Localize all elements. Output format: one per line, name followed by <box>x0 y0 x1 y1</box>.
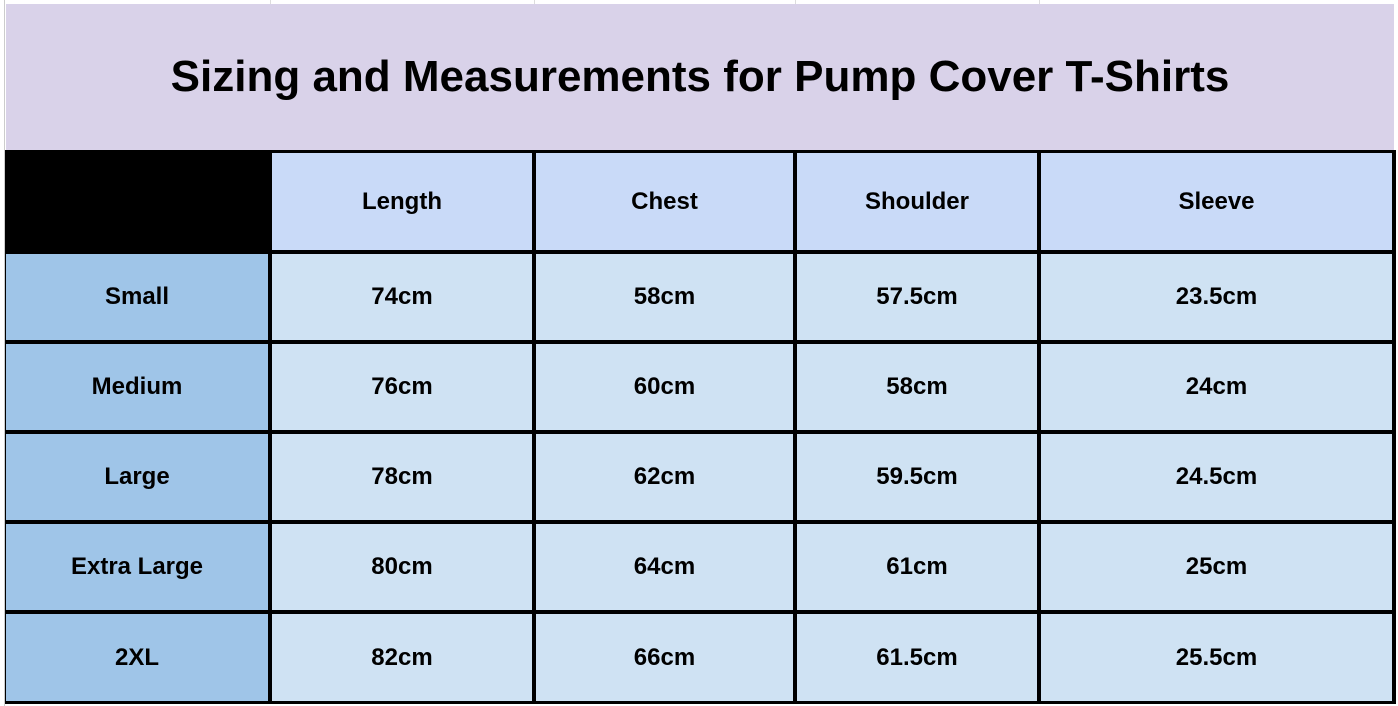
cell: 82cm <box>272 614 532 701</box>
column-header: Sleeve <box>1041 153 1392 250</box>
column-header: Shoulder <box>797 153 1037 250</box>
cell: 62cm <box>536 434 793 520</box>
row-header: Large <box>6 434 268 520</box>
cell: 60cm <box>536 344 793 430</box>
cell: 23.5cm <box>1041 254 1392 340</box>
sheet-edge <box>0 0 5 706</box>
row-header: Small <box>6 254 268 340</box>
sheet-gridline <box>535 0 796 4</box>
cell: 57.5cm <box>797 254 1037 340</box>
sheet-gridline <box>271 0 535 4</box>
cell: 74cm <box>272 254 532 340</box>
table-title: Sizing and Measurements for Pump Cover T… <box>6 4 1394 150</box>
cell: 25cm <box>1041 524 1392 610</box>
column-header: Length <box>272 153 532 250</box>
sheet-gridline <box>796 0 1040 4</box>
sheet-gridline <box>6 0 271 4</box>
cell: 58cm <box>536 254 793 340</box>
cell: 61cm <box>797 524 1037 610</box>
row-header: Medium <box>6 344 268 430</box>
cell: 58cm <box>797 344 1037 430</box>
corner-cell <box>6 153 268 250</box>
row-header: Extra Large <box>6 524 268 610</box>
cell: 76cm <box>272 344 532 430</box>
cell: 24.5cm <box>1041 434 1392 520</box>
cell: 59.5cm <box>797 434 1037 520</box>
cell: 66cm <box>536 614 793 701</box>
cell: 61.5cm <box>797 614 1037 701</box>
cell: 78cm <box>272 434 532 520</box>
row-header: 2XL <box>6 614 268 701</box>
cell: 64cm <box>536 524 793 610</box>
cell: 25.5cm <box>1041 614 1392 701</box>
cell: 80cm <box>272 524 532 610</box>
column-header: Chest <box>536 153 793 250</box>
cell: 24cm <box>1041 344 1392 430</box>
